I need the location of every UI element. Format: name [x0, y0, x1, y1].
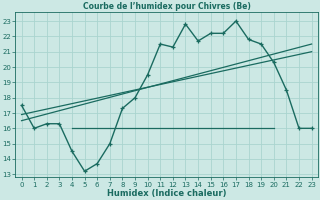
X-axis label: Humidex (Indice chaleur): Humidex (Indice chaleur) [107, 189, 226, 198]
Title: Courbe de l’humidex pour Chivres (Be): Courbe de l’humidex pour Chivres (Be) [83, 2, 251, 11]
